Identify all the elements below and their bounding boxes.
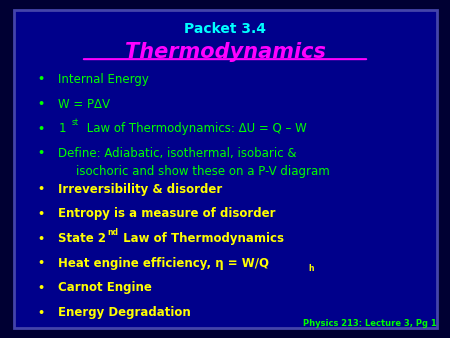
Text: •: • (37, 99, 44, 109)
Text: •: • (37, 283, 44, 293)
Text: •: • (37, 148, 44, 159)
Text: •: • (37, 184, 44, 194)
Text: Physics 213: Lecture 3, Pg 1: Physics 213: Lecture 3, Pg 1 (303, 319, 436, 328)
Text: h: h (308, 264, 314, 273)
Text: •: • (37, 209, 44, 219)
Text: •: • (37, 124, 44, 134)
Text: Entropy is a measure of disorder: Entropy is a measure of disorder (58, 208, 276, 220)
Text: Packet 3.4: Packet 3.4 (184, 22, 266, 36)
Text: Carnot Engine: Carnot Engine (58, 282, 153, 294)
Text: st: st (71, 118, 78, 127)
Text: nd: nd (107, 228, 118, 237)
Text: •: • (37, 234, 44, 244)
Text: Thermodynamics: Thermodynamics (125, 42, 325, 63)
Text: Law of Thermodynamics: Law of Thermodynamics (119, 232, 284, 245)
Text: Irreversibility & disorder: Irreversibility & disorder (58, 183, 223, 196)
Text: •: • (37, 258, 44, 268)
Text: 1: 1 (58, 122, 66, 135)
Text: Internal Energy: Internal Energy (58, 73, 149, 86)
Text: •: • (37, 74, 44, 84)
Text: •: • (37, 308, 44, 318)
Text: Energy Degradation: Energy Degradation (58, 306, 191, 319)
Text: Heat engine efficiency, η = W/Q: Heat engine efficiency, η = W/Q (58, 257, 270, 270)
Text: State 2: State 2 (58, 232, 107, 245)
Text: Law of Thermodynamics: ΔU = Q – W: Law of Thermodynamics: ΔU = Q – W (83, 122, 307, 135)
Text: isochoric and show these on a P-V diagram: isochoric and show these on a P-V diagra… (76, 166, 330, 178)
FancyBboxPatch shape (14, 10, 436, 328)
Text: Define: Adiabatic, isothermal, isobaric &: Define: Adiabatic, isothermal, isobaric … (58, 147, 297, 160)
Text: W = PΔV: W = PΔV (58, 98, 111, 111)
